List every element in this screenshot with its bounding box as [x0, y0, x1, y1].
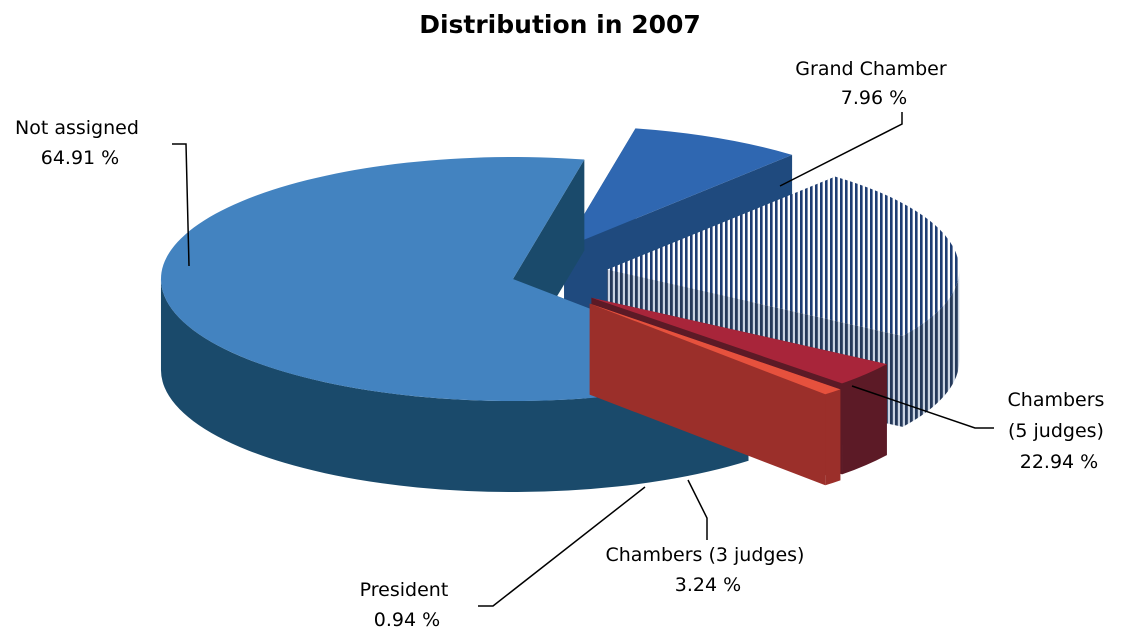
- slice-labels: Grand Chamber 7.96 % Chambers (5 judges)…: [15, 58, 1111, 631]
- pie-slice-top-chambers-5-judges: [607, 176, 960, 336]
- pie-slice-outer-wall-chambers-3-judges: [842, 364, 887, 475]
- pie-slice-outer-wall-president: [825, 389, 841, 486]
- leader-line-not-assigned: [172, 143, 190, 267]
- slice-label-grand-chamber: Grand Chamber 7.96 %: [795, 58, 952, 109]
- leader-line-chambers-5-judges: [851, 385, 994, 429]
- pie-slice-outer-wall-chambers-5-judges: [902, 269, 960, 427]
- pie-slice-top-grand-chamber: [564, 128, 793, 248]
- pie-slice-wall-president-2: [589, 303, 826, 486]
- leader-line-chambers-3-judges: [687, 479, 708, 540]
- pie-slice-president: [589, 303, 841, 486]
- pie-slices: [160, 128, 960, 493]
- leader-line-president: [478, 486, 646, 607]
- slice-label-chambers-5-judges: Chambers (5 judges) 22.94 %: [1008, 389, 1111, 473]
- pie-slice-outer-wall-not-assigned: [160, 279, 749, 493]
- pie-slice-top-president: [589, 303, 841, 395]
- slice-label-chambers-3-judges: Chambers (3 judges) 3.24 %: [606, 544, 811, 596]
- chart-title: Distribution in 2007: [419, 10, 701, 39]
- leader-line-grand-chamber: [779, 112, 903, 187]
- pie-slice-top-chambers-3-judges: [591, 297, 887, 384]
- slice-label-not-assigned: Not assigned 64.91 %: [15, 117, 145, 169]
- leader-lines: [172, 112, 994, 607]
- slice-label-president: President 0.94 %: [360, 579, 455, 631]
